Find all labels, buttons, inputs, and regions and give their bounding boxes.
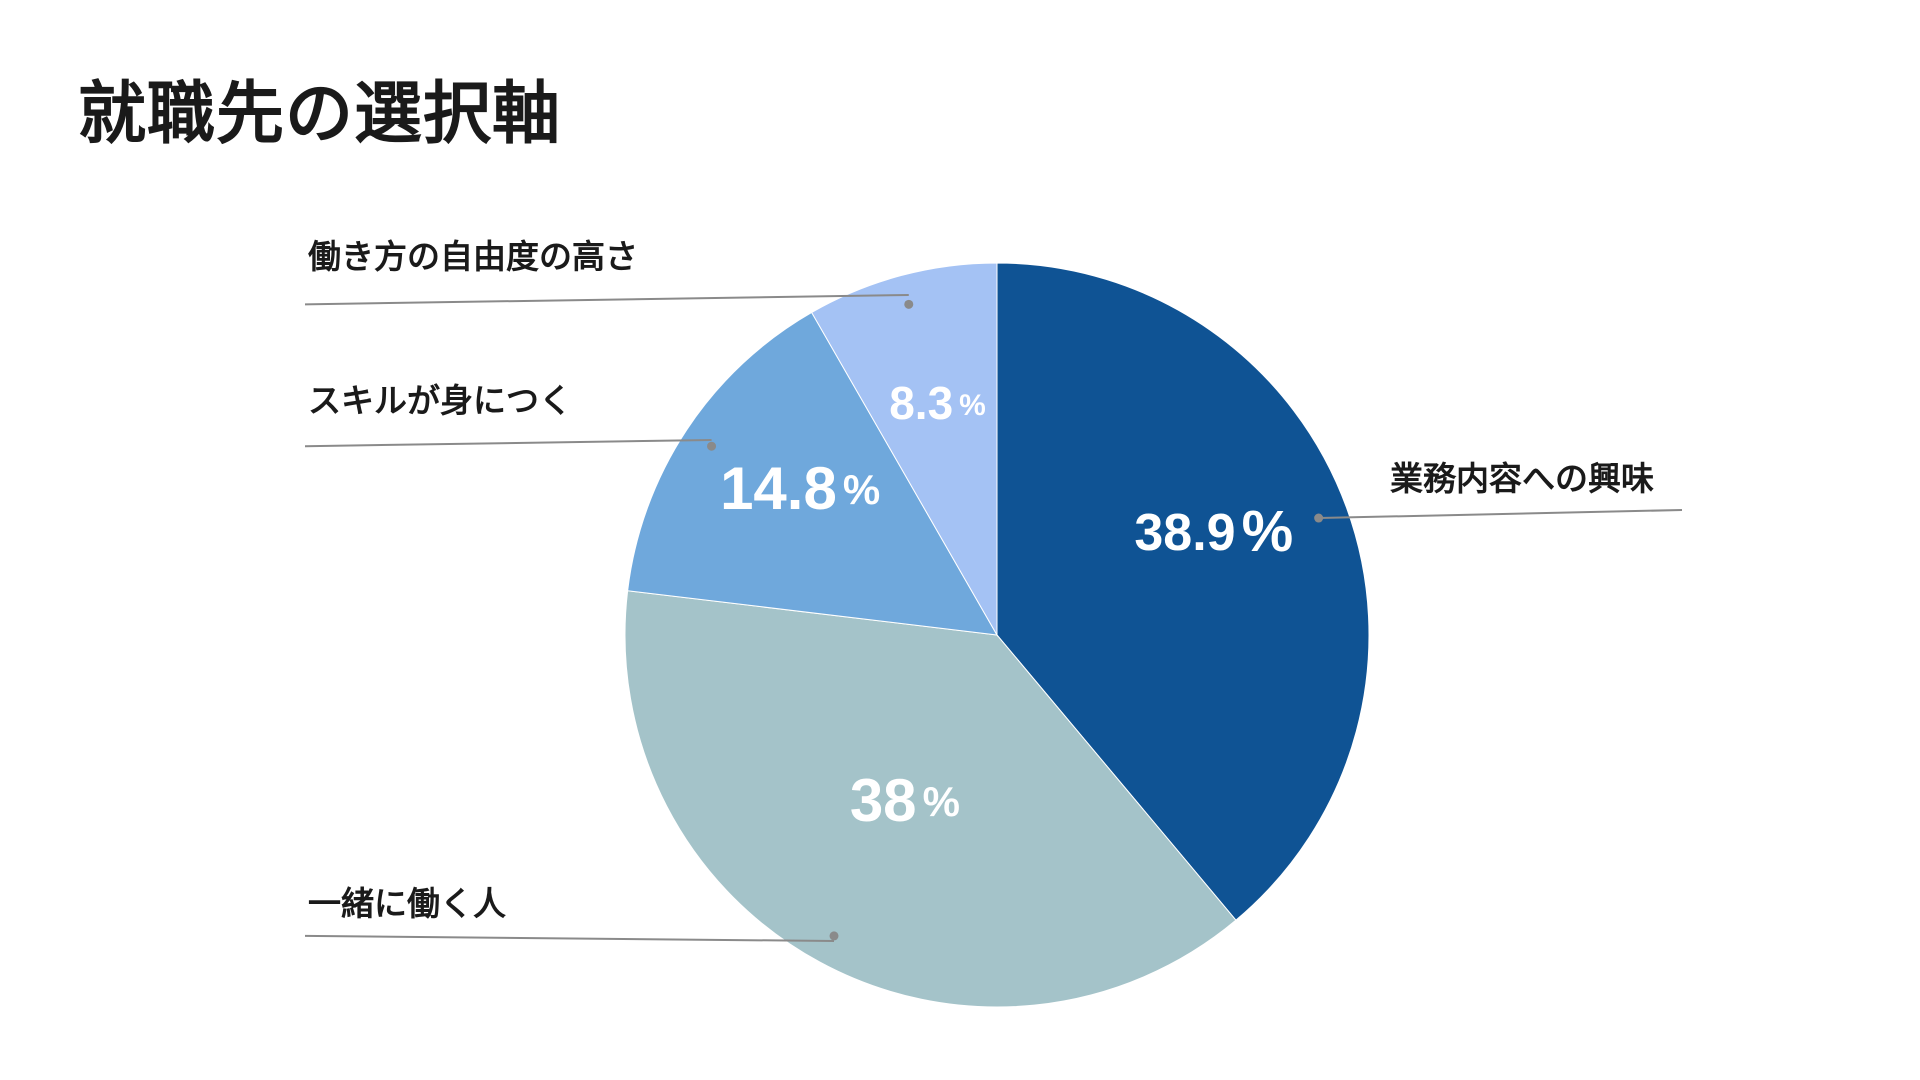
slice-value-unit: % bbox=[923, 778, 960, 825]
category-label-3: スキルが身につく bbox=[308, 381, 572, 420]
slice-value-label-4: 8.3% bbox=[889, 377, 986, 429]
pie-slice-2 bbox=[624, 590, 1237, 1008]
pie-slice-4 bbox=[810, 262, 998, 637]
slice-value-unit: % bbox=[959, 389, 986, 422]
slice-value-label-3: 14.8% bbox=[720, 455, 880, 522]
leader-dot-3 bbox=[707, 441, 717, 451]
slice-value-unit: % bbox=[843, 466, 880, 513]
category-label-2: 一緒に働く人 bbox=[308, 884, 506, 923]
leader-line-1 bbox=[1318, 509, 1683, 520]
leader-dot-2 bbox=[829, 931, 839, 941]
slice-value-label-1: 38.9% bbox=[1134, 500, 1293, 565]
leader-dot-1 bbox=[1314, 513, 1324, 523]
leader-dot-4 bbox=[904, 299, 914, 309]
slice-value-number: 38.9 bbox=[1134, 504, 1235, 562]
pie-slice-1 bbox=[996, 262, 1370, 921]
category-label-4: 働き方の自由度の高さ bbox=[308, 237, 638, 276]
category-label-1: 業務内容への興味 bbox=[1390, 459, 1654, 498]
pie-slice-3 bbox=[627, 311, 998, 636]
leader-line-3 bbox=[304, 439, 712, 448]
leader-line-2 bbox=[304, 934, 835, 942]
leader-line-4 bbox=[304, 294, 909, 306]
slice-value-number: 14.8 bbox=[720, 455, 837, 522]
slice-value-number: 8.3 bbox=[889, 377, 953, 429]
slice-value-label-2: 38% bbox=[850, 767, 960, 834]
slice-value-unit: % bbox=[1242, 500, 1294, 565]
slice-value-number: 38 bbox=[850, 767, 917, 834]
page-title: 就職先の選択軸 bbox=[78, 75, 562, 154]
